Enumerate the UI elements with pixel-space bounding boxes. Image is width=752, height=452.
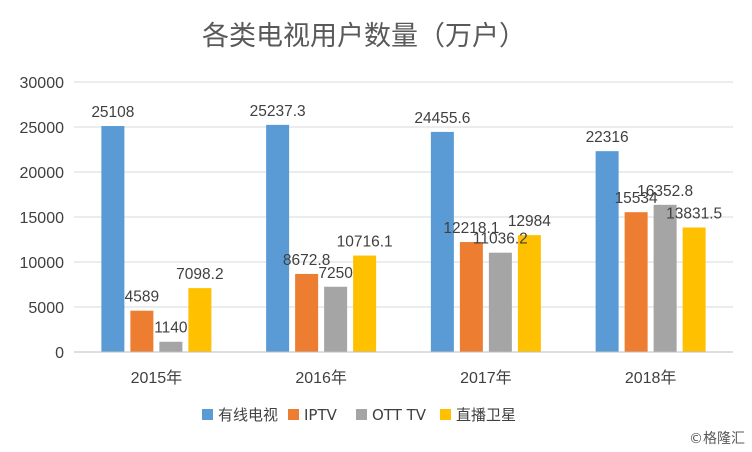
- legend-swatch: [356, 409, 367, 420]
- data-label: 13831.5: [666, 206, 722, 223]
- bar: [101, 126, 125, 352]
- y-tick-label: 5000: [28, 300, 64, 317]
- axes: 0 5000 10000 15000 20000 25000 30000 2015年 2016年…: [20, 75, 733, 387]
- legend-swatch: [288, 409, 299, 420]
- x-tick-label: 2018年: [625, 369, 677, 387]
- legend: 有线电视 IPTV OTT TV 直播卫星: [202, 406, 516, 424]
- x-tick-label: 2017年: [460, 369, 512, 387]
- bar: [295, 273, 319, 352]
- bar: [353, 255, 377, 352]
- bar: [682, 227, 706, 352]
- legend-label: 直播卫星: [456, 406, 516, 424]
- data-label: 8672.8: [283, 252, 330, 269]
- bar: [188, 288, 212, 352]
- x-tick-label: 2016年: [295, 369, 347, 387]
- data-label: 12218.1: [443, 220, 499, 237]
- bar: [130, 310, 154, 352]
- gridlines: [74, 81, 733, 308]
- bar: [653, 204, 677, 352]
- data-label: 4589: [125, 289, 159, 306]
- bar: [624, 212, 648, 352]
- watermark: ©格隆汇: [689, 431, 745, 447]
- legend-label: OTT TV: [372, 406, 427, 424]
- y-tick-label: 0: [55, 345, 64, 362]
- bar: [266, 124, 290, 352]
- legend-swatch: [202, 409, 213, 420]
- data-label: 10716.1: [337, 234, 393, 251]
- data-label: 15534: [615, 190, 658, 207]
- data-label: 25237.3: [250, 103, 306, 120]
- y-tick-label: 30000: [20, 75, 65, 92]
- data-label: 7098.2: [176, 266, 223, 283]
- y-tick-label: 20000: [20, 165, 65, 182]
- data-label: 12984: [508, 213, 551, 230]
- data-label: 1140: [154, 320, 188, 337]
- bar: [517, 235, 541, 352]
- bar: [595, 151, 619, 352]
- bar: [324, 286, 348, 352]
- legend-label: 有线电视: [218, 406, 278, 424]
- data-label: 11036.2: [473, 231, 528, 248]
- bar: [159, 341, 183, 352]
- bar: [488, 252, 512, 352]
- legend-swatch: [440, 409, 451, 420]
- data-label: 16352.8: [637, 183, 693, 200]
- bar: [459, 242, 483, 352]
- data-label: 24455.6: [414, 110, 470, 127]
- y-tick-label: 15000: [20, 210, 65, 227]
- bar: [430, 131, 454, 352]
- chart-title: 各类电视用户数量（万户）: [202, 21, 526, 52]
- y-tick-label: 10000: [20, 255, 65, 272]
- y-tick-label: 25000: [20, 120, 65, 137]
- data-label: 22316: [586, 129, 629, 146]
- data-label: 25108: [91, 104, 134, 121]
- legend-label: IPTV: [304, 406, 338, 424]
- bars: [101, 124, 706, 352]
- data-label: 7250: [318, 265, 353, 282]
- x-tick-label: 2015年: [131, 369, 183, 387]
